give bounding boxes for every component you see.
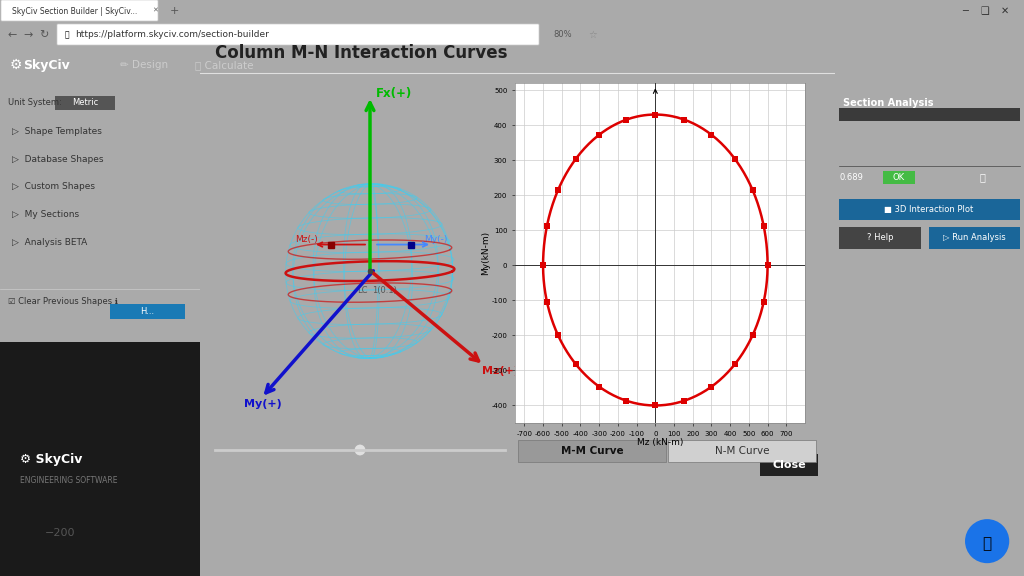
Bar [0, 342, 200, 576]
Text: Close: Close [772, 460, 806, 470]
Text: OK: OK [893, 173, 905, 182]
Text: Unit System:: Unit System: [8, 98, 61, 108]
Bar [883, 171, 915, 184]
Text: ↻: ↻ [39, 30, 49, 40]
Text: Report: Report [975, 153, 1000, 162]
Text: ⚙: ⚙ [10, 58, 23, 72]
Bar [668, 440, 816, 462]
X-axis label: Mz (kN-m): Mz (kN-m) [637, 438, 683, 447]
Text: ✏ Design: ✏ Design [120, 60, 168, 70]
Text: Fx(+): Fx(+) [376, 87, 413, 100]
Text: →: → [24, 30, 33, 40]
Bar [760, 454, 818, 476]
FancyBboxPatch shape [57, 24, 539, 45]
Circle shape [965, 519, 1010, 563]
Text: ─: ─ [963, 6, 968, 16]
Text: ▷  My Sections: ▷ My Sections [12, 210, 79, 219]
Text: Ratio: Ratio [885, 153, 905, 162]
Text: ? Help: ? Help [866, 233, 893, 242]
Text: Status: Status [930, 153, 954, 162]
Text: ▷  Analysis BETA: ▷ Analysis BETA [12, 238, 87, 247]
Bar [110, 304, 185, 319]
Bar [839, 199, 1020, 220]
Text: 0.689: 0.689 [840, 173, 864, 182]
Text: +: + [170, 6, 179, 16]
Text: ←: ← [7, 30, 16, 40]
Text: ⚙ SkyCiv: ⚙ SkyCiv [20, 453, 82, 465]
Text: Column M-N Interaction Curves: Column M-N Interaction Curves [215, 44, 508, 62]
Text: 🖩 Calculate: 🖩 Calculate [195, 60, 254, 70]
Text: ▷  Shape Templates: ▷ Shape Templates [12, 127, 101, 136]
Text: D: D [840, 153, 846, 162]
Text: Mz(+): Mz(+) [481, 366, 518, 376]
Text: ▷ Run Analysis: ▷ Run Analysis [943, 233, 1006, 242]
Text: My(-): My(-) [424, 235, 447, 244]
Y-axis label: My(kN-m): My(kN-m) [481, 231, 489, 275]
Text: My(+): My(+) [244, 400, 282, 410]
Text: H...: H... [140, 307, 154, 316]
Bar [929, 228, 1020, 249]
Text: BETA: BETA [965, 98, 981, 103]
Text: ▷  Custom Shapes: ▷ Custom Shapes [12, 183, 95, 191]
Text: ysis Results: ysis Results [843, 136, 888, 145]
Bar [839, 108, 1020, 121]
Text: ☆: ☆ [588, 29, 597, 40]
Text: N-M Curve: N-M Curve [715, 446, 769, 456]
Text: ✕: ✕ [1013, 98, 1022, 108]
Text: 📄: 📄 [980, 172, 986, 183]
Text: ☑ Clear Previous Shapes ℹ: ☑ Clear Previous Shapes ℹ [8, 297, 118, 306]
Bar [55, 96, 115, 111]
Text: 🔍 Search: 🔍 Search [608, 30, 647, 39]
Text: ❑: ❑ [981, 6, 989, 16]
Text: LC: LC [357, 286, 368, 295]
Text: https://platform.skyciv.com/section-builder: https://platform.skyciv.com/section-buil… [75, 30, 269, 39]
Bar [839, 228, 921, 249]
Text: Section Analysis: Section Analysis [843, 98, 934, 108]
Text: Metric: Metric [72, 98, 98, 108]
Text: ▷  Database Shapes: ▷ Database Shapes [12, 155, 103, 164]
Text: SkyCiv: SkyCiv [23, 59, 70, 71]
Text: ENGINEERING SOFTWARE: ENGINEERING SOFTWARE [20, 476, 118, 485]
Text: 🔒: 🔒 [65, 30, 70, 39]
Text: Mz(-): Mz(-) [296, 235, 318, 244]
FancyBboxPatch shape [1, 0, 158, 21]
Text: 💬: 💬 [983, 536, 991, 551]
Bar [518, 440, 666, 462]
Text: SkyCiv Section Builder | SkyCiv...: SkyCiv Section Builder | SkyCiv... [12, 6, 137, 16]
Text: ■ 3D Interaction Plot: ■ 3D Interaction Plot [885, 204, 974, 214]
Circle shape [354, 444, 366, 456]
Text: ✕: ✕ [152, 8, 158, 14]
Text: −200: −200 [45, 528, 76, 539]
Text: 1(0.1): 1(0.1) [372, 286, 397, 295]
Text: M-M Curve: M-M Curve [561, 446, 624, 456]
Text: ✕: ✕ [1000, 6, 1009, 16]
Text: 80%: 80% [553, 30, 571, 39]
